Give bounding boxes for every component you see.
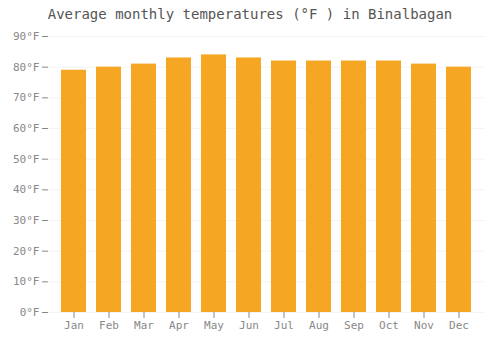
svg-text:Feb: Feb bbox=[99, 319, 119, 332]
html-text:Average monthly temperatures (: Average monthly temperatures (°F ) in Bi… bbox=[47, 6, 453, 22]
svg-text:Apr: Apr bbox=[169, 319, 189, 332]
svg-text:50°F: 50°F bbox=[13, 153, 40, 166]
svg-text:Aug: Aug bbox=[309, 319, 329, 332]
svg-text:70°F: 70°F bbox=[13, 91, 40, 104]
svg-text:Mar: Mar bbox=[134, 319, 154, 332]
svg-text:Jan: Jan bbox=[64, 319, 84, 332]
svg-text:Nov: Nov bbox=[414, 319, 434, 332]
svg-text:Oct: Oct bbox=[379, 319, 399, 332]
svg-text:May: May bbox=[204, 319, 224, 332]
svg-text:10°F: 10°F bbox=[13, 275, 40, 288]
svg-text:60°F: 60°F bbox=[13, 122, 40, 135]
svg-text:40°F: 40°F bbox=[13, 183, 40, 196]
svg-text:80°F: 80°F bbox=[13, 61, 40, 74]
svg-text:0°F: 0°F bbox=[20, 306, 40, 319]
svg-text:Sep: Sep bbox=[344, 319, 364, 332]
svg-text:90°F: 90°F bbox=[13, 30, 40, 43]
svg-text:Jun: Jun bbox=[239, 319, 259, 332]
svg-text:30°F: 30°F bbox=[13, 214, 40, 227]
svg-text:20°F: 20°F bbox=[13, 245, 40, 258]
svg-text:Jul: Jul bbox=[274, 319, 294, 332]
svg-text:Dec: Dec bbox=[449, 319, 469, 332]
